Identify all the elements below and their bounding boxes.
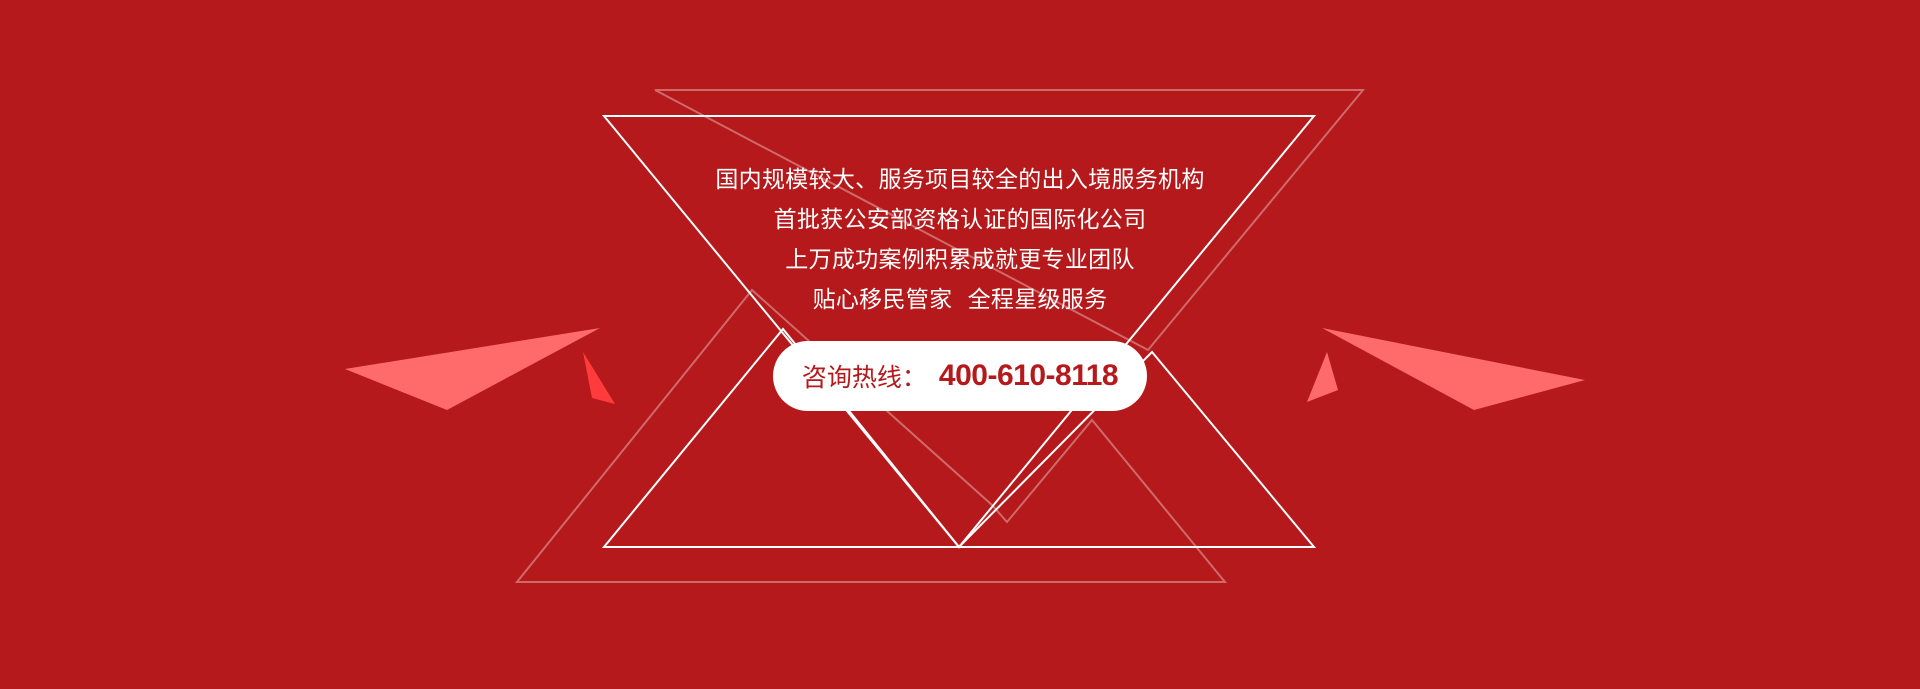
slogan-line: 国内规模较大、服务项目较全的出入境服务机构	[715, 167, 1205, 193]
slogan-list: 国内规模较大、服务项目较全的出入境服务机构 首批获公安部资格认证的国际化公司 上…	[660, 160, 1260, 320]
hotline-label: 咨询热线：	[801, 363, 927, 392]
outline-triangle-back-top	[654, 89, 1366, 352]
slogan-line: 贴心移民管家 全程星级服务	[812, 287, 1108, 313]
right-plane-small-shape	[1307, 352, 1338, 402]
outline-triangle-main-bottom	[601, 327, 1317, 549]
right-plane-large-shape	[1322, 328, 1585, 410]
outline-triangle-back-bottom	[514, 288, 1228, 583]
left-plane-small-shape	[583, 352, 615, 404]
slogan-line: 首批获公安部资格认证的国际化公司	[773, 207, 1147, 233]
left-plane-large-shape	[345, 328, 600, 410]
hotline-number[interactable]: 400-610-8118	[938, 359, 1119, 392]
slogan-line: 上万成功案例积累成就更专业团队	[785, 247, 1135, 273]
hotline-button[interactable]: 咨询热线： 400-610-8118	[773, 341, 1147, 411]
